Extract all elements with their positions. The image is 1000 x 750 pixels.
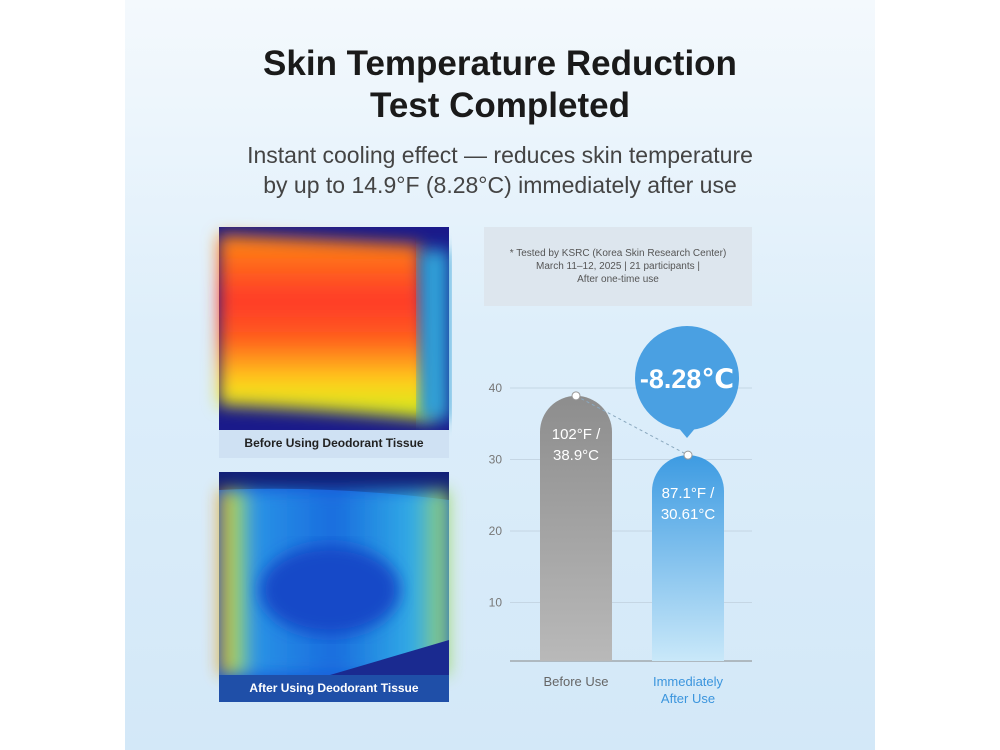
value-label: 87.1°F / 30.61°C xyxy=(660,485,716,524)
image-caption: Before Using Deodorant Tissue xyxy=(244,436,424,450)
annotation: -8.28℃ xyxy=(640,364,734,394)
callout xyxy=(635,326,739,430)
subtitle: Instant cooling effect — reduces skin te… xyxy=(247,142,753,168)
note-line: * Tested by KSRC (Korea Skin Research Ce… xyxy=(509,248,727,259)
y-tick-label: 30 xyxy=(489,453,503,467)
before-image xyxy=(219,227,449,458)
x-tick-label: Before Use xyxy=(543,674,609,689)
title: Test Completed xyxy=(370,86,630,125)
note-line: After one-time use xyxy=(577,274,659,285)
y-tick-label: 40 xyxy=(489,381,503,395)
bar xyxy=(540,395,612,661)
value-label: 102°F / 38.9°C xyxy=(551,425,601,464)
bar-top-dot xyxy=(571,391,581,401)
y-tick-label: 10 xyxy=(489,596,503,610)
x-tick-label: Immediately After Use xyxy=(652,674,724,706)
note-line: March 11–12, 2025 | 21 participants | xyxy=(536,261,700,272)
note: * Tested by KSRC (Korea Skin Research Ce… xyxy=(484,227,752,306)
bar xyxy=(652,455,724,661)
title: Skin Temperature Reduction xyxy=(263,44,737,83)
bar-top-dot xyxy=(683,450,693,460)
subtitle: by up to 14.9°F (8.28°C) immediately aft… xyxy=(263,172,737,198)
y-tick-label: 20 xyxy=(489,524,503,538)
image-caption: After Using Deodorant Tissue xyxy=(249,681,419,695)
after-image xyxy=(219,472,449,702)
